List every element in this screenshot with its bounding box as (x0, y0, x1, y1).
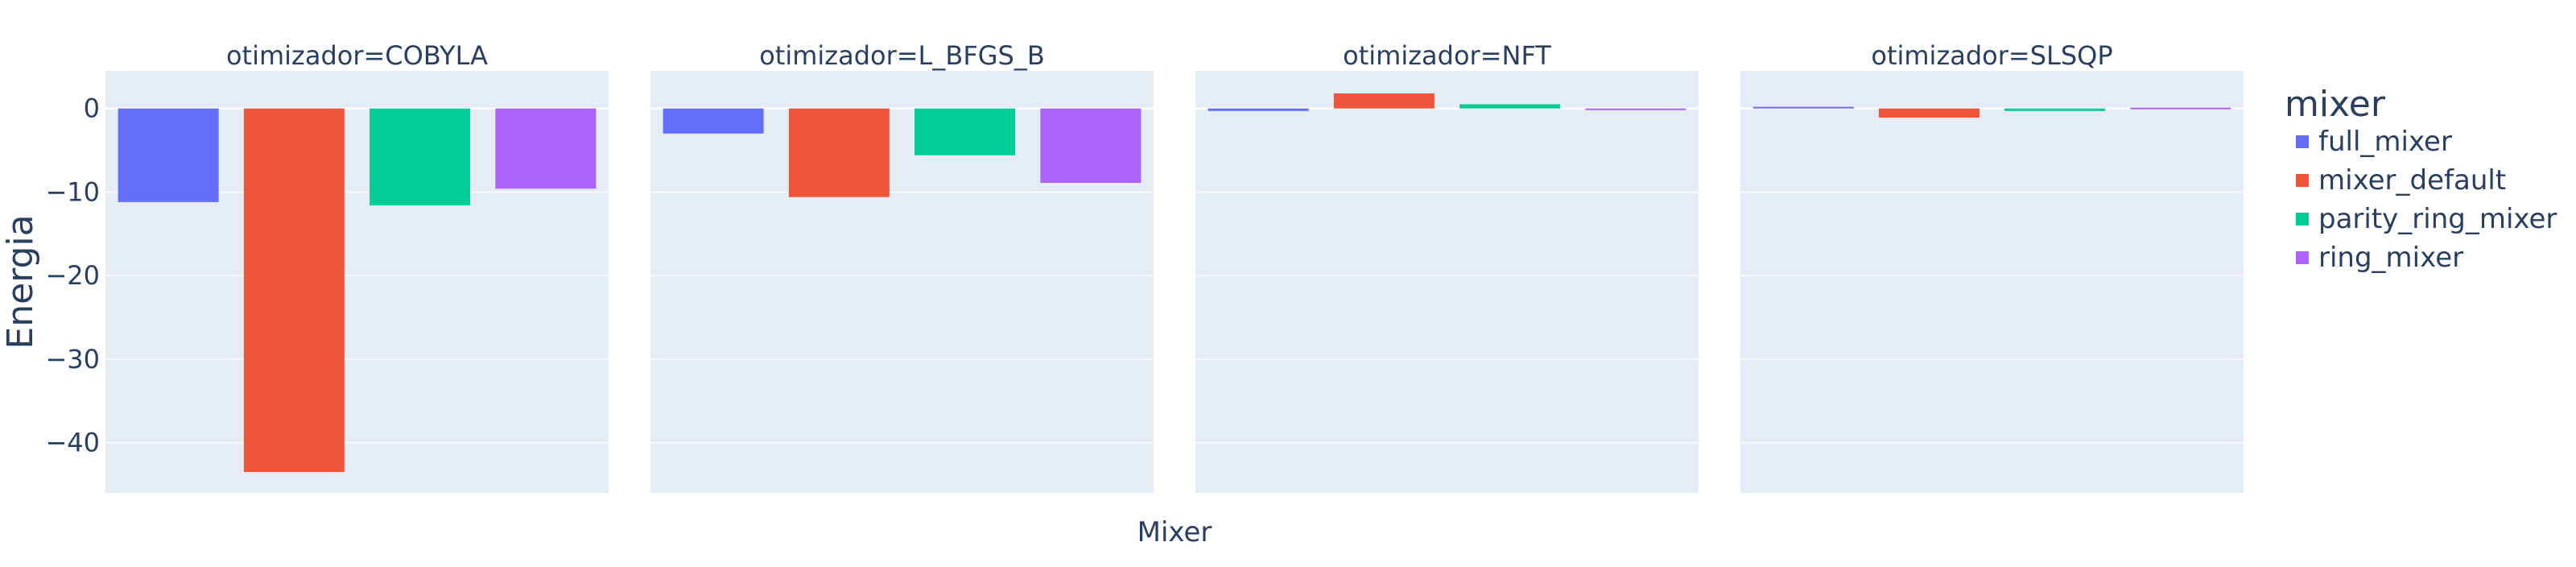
bar-parity_ring_mixer[interactable] (369, 108, 471, 206)
y-tick-label: −40 (45, 428, 100, 458)
legend-swatch (2296, 251, 2309, 264)
bar-full_mixer[interactable] (1208, 108, 1309, 111)
legend-item-full_mixer[interactable]: full_mixer (2296, 126, 2452, 158)
bar-parity_ring_mixer[interactable] (1459, 104, 1561, 109)
bar-mixer_default[interactable] (788, 108, 890, 197)
x-axis-title: Mixer (1137, 516, 1212, 548)
legend-swatch (2296, 135, 2309, 148)
bar-full_mixer[interactable] (1752, 106, 1854, 109)
bar-ring_mixer[interactable] (2130, 107, 2231, 110)
bar-full_mixer[interactable] (663, 108, 764, 134)
plot-area-background (1195, 71, 1699, 493)
bar-mixer_default[interactable] (1333, 93, 1435, 109)
y-tick-label: 0 (84, 93, 100, 124)
facet-panel-4: otimizador=SLSQP (1740, 40, 2244, 493)
y-axis-title: Energia (0, 214, 41, 349)
legend-label: parity_ring_mixer (2318, 203, 2557, 235)
facet-title: otimizador=L_BFGS_B (759, 40, 1045, 71)
y-tick-label: −10 (45, 176, 100, 207)
bar-ring_mixer[interactable] (1040, 108, 1141, 184)
bar-ring_mixer[interactable] (1585, 108, 1686, 110)
bar-parity_ring_mixer[interactable] (914, 108, 1016, 155)
legend-label: mixer_default (2318, 164, 2506, 197)
y-tick-label: −30 (45, 344, 100, 375)
legend-swatch (2296, 174, 2309, 187)
facet-title: otimizador=NFT (1343, 40, 1551, 71)
facet-panel-2: otimizador=L_BFGS_B (650, 40, 1154, 493)
bar-full_mixer[interactable] (118, 108, 219, 202)
legend-title: mixer (2285, 84, 2386, 125)
legend-item-ring_mixer[interactable]: ring_mixer (2296, 242, 2463, 274)
legend-item-mixer_default[interactable]: mixer_default (2296, 164, 2506, 197)
legend-item-parity_ring_mixer[interactable]: parity_ring_mixer (2296, 203, 2557, 235)
facet-panel-3: otimizador=NFT (1195, 40, 1699, 493)
legend-label: full_mixer (2318, 126, 2452, 158)
bar-parity_ring_mixer[interactable] (2004, 108, 2106, 111)
plot-area-background (1740, 71, 2244, 493)
bar-mixer_default[interactable] (243, 108, 345, 473)
facet-title: otimizador=SLSQP (1871, 40, 2112, 71)
bar-ring_mixer[interactable] (495, 108, 597, 189)
facet-title: otimizador=COBYLA (226, 40, 488, 71)
facet-panel-1: otimizador=COBYLA (105, 40, 609, 493)
y-tick-label: −20 (45, 260, 100, 291)
legend-swatch (2296, 213, 2309, 226)
bar-mixer_default[interactable] (1878, 108, 1979, 118)
legend-label: ring_mixer (2318, 242, 2463, 274)
